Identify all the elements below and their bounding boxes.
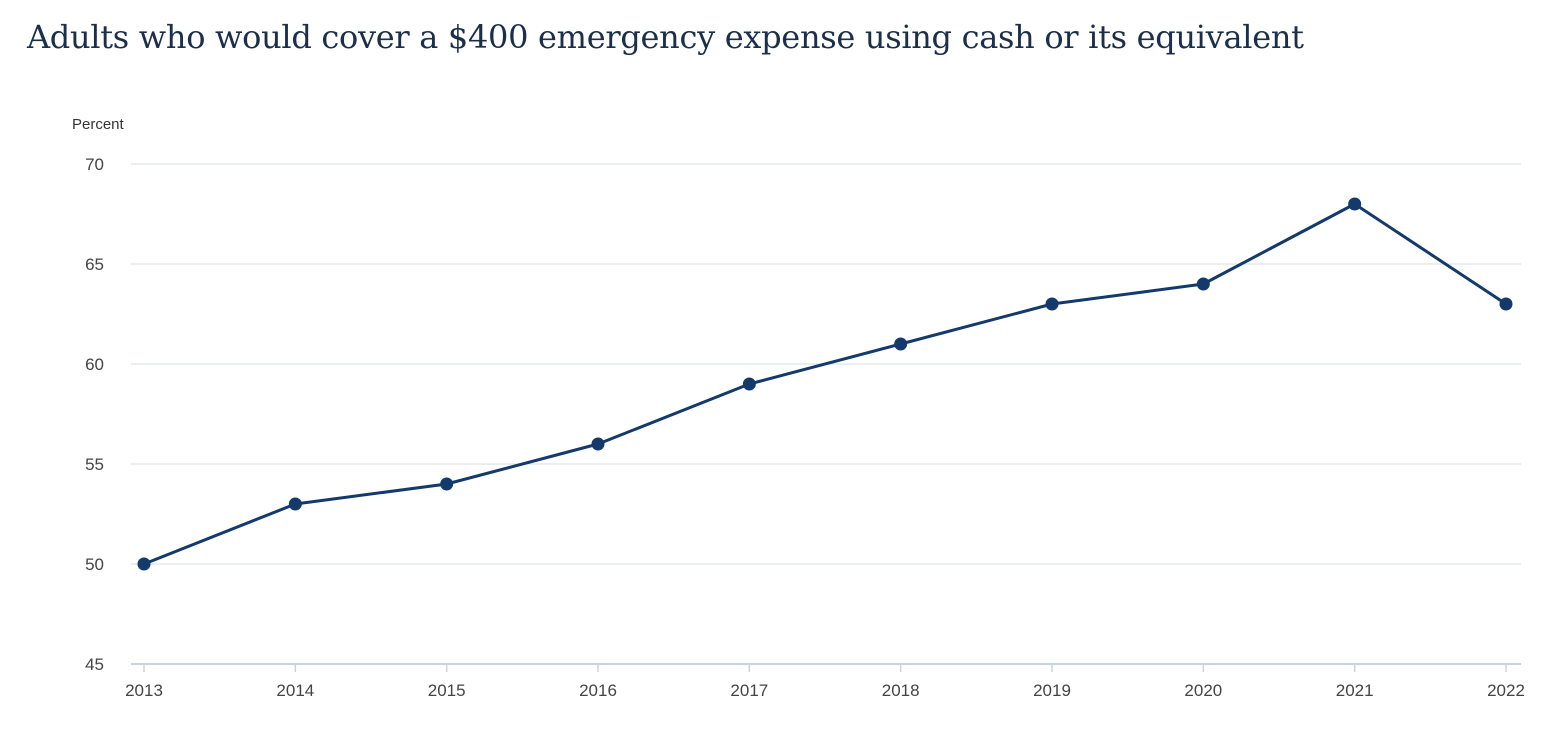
y-axis-ticks: 45 50 55 60 65 70 bbox=[85, 155, 104, 674]
y-tick-label: 50 bbox=[85, 555, 104, 574]
x-tick-label: 2021 bbox=[1336, 681, 1374, 700]
y-axis-label: Percent bbox=[72, 116, 125, 133]
data-point-2022[interactable] bbox=[1499, 297, 1513, 311]
data-point-2019[interactable] bbox=[1045, 297, 1059, 311]
data-point-2015[interactable] bbox=[440, 477, 454, 491]
y-tick-label: 55 bbox=[85, 455, 104, 474]
data-point-2016[interactable] bbox=[591, 437, 605, 451]
x-tick-label: 2022 bbox=[1487, 681, 1525, 700]
x-tick-label: 2018 bbox=[882, 681, 920, 700]
x-axis: 2013 2014 2015 2016 2017 2018 2019 2020 2021 2022 bbox=[125, 663, 1525, 700]
series-line bbox=[143, 202, 1507, 566]
x-tick-label: 2014 bbox=[276, 681, 314, 700]
x-tick-label: 2013 bbox=[125, 681, 163, 700]
data-point-2021[interactable] bbox=[1348, 197, 1362, 211]
data-point-2017[interactable] bbox=[742, 377, 756, 391]
data-point-2020[interactable] bbox=[1196, 277, 1210, 291]
x-tick-label: 2020 bbox=[1184, 681, 1222, 700]
series bbox=[137, 197, 1513, 571]
y-tick-label: 70 bbox=[85, 155, 104, 174]
x-tick-label: 2016 bbox=[579, 681, 617, 700]
chart-title: Adults who would cover a $400 emergency … bbox=[27, 18, 1304, 56]
y-tick-label: 60 bbox=[85, 355, 104, 374]
data-point-2014[interactable] bbox=[288, 497, 302, 511]
x-tick-label: 2017 bbox=[730, 681, 768, 700]
data-point-2018[interactable] bbox=[894, 337, 908, 351]
x-tick-label: 2015 bbox=[428, 681, 466, 700]
y-tick-label: 45 bbox=[85, 655, 104, 674]
data-point-2013[interactable] bbox=[137, 557, 151, 571]
x-tick-label: 2019 bbox=[1033, 681, 1071, 700]
y-tick-label: 65 bbox=[85, 255, 104, 274]
